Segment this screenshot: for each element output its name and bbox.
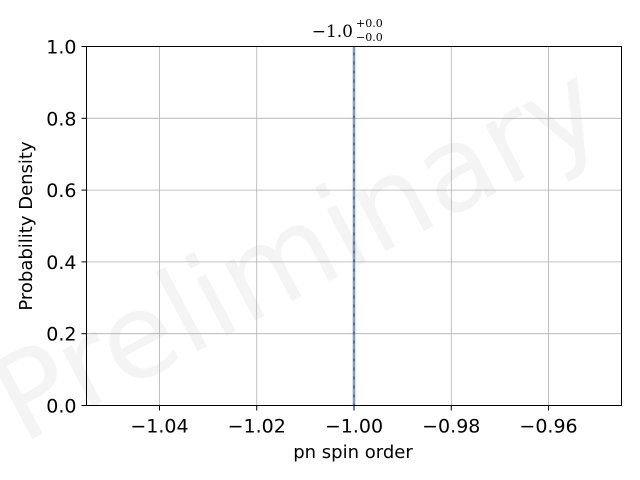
x-ticks: −1.04 −1.02 −1.00 −0.98 −0.96 bbox=[130, 405, 578, 438]
title-superscript: +0.0 bbox=[356, 17, 383, 30]
y-tick-label: 0.0 bbox=[46, 396, 76, 418]
y-tick-label: 0.4 bbox=[46, 252, 76, 274]
x-tick-label: −1.00 bbox=[325, 416, 383, 438]
y-axis-label: Probability Density bbox=[16, 141, 37, 311]
y-tick-label: 0.8 bbox=[46, 108, 76, 130]
y-tick-label: 0.6 bbox=[46, 180, 76, 202]
y-tick-label: 1.0 bbox=[46, 37, 76, 59]
y-tick-label: 0.2 bbox=[46, 324, 76, 346]
x-tick-label: −0.96 bbox=[519, 416, 577, 438]
chart-title: −1.0 +0.0 −0.0 bbox=[312, 17, 383, 44]
title-subscript: −0.0 bbox=[356, 31, 383, 44]
watermark: Preliminary bbox=[0, 35, 624, 470]
x-tick-label: −1.02 bbox=[228, 416, 286, 438]
x-tick-label: −1.04 bbox=[130, 416, 188, 438]
x-tick-label: −0.98 bbox=[422, 416, 480, 438]
x-axis-label: pn spin order bbox=[293, 442, 413, 463]
y-ticks: 0.0 0.2 0.4 0.6 0.8 1.0 bbox=[46, 37, 87, 418]
title-main: −1.0 bbox=[312, 22, 353, 42]
